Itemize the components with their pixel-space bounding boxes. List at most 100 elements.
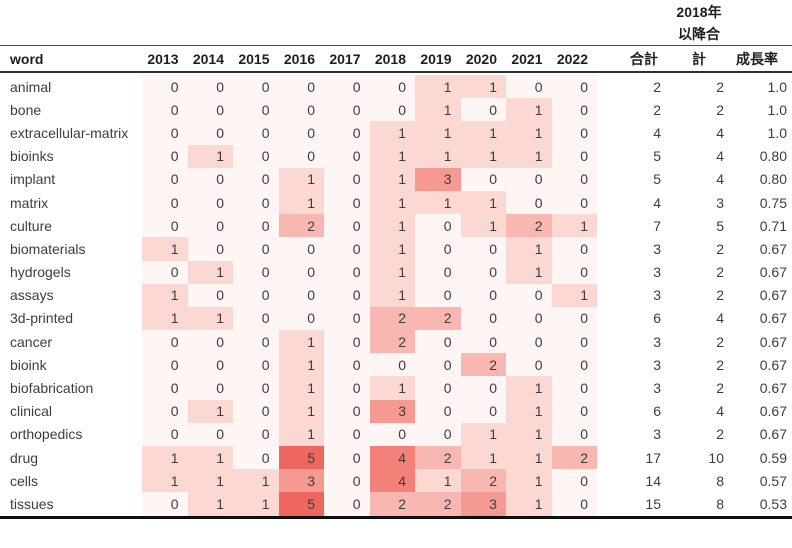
row-growth-rate-value: 0.67 — [759, 310, 787, 327]
row-growth-rate-value: 0.53 — [759, 495, 787, 512]
row-since-2018-total-value: 2 — [716, 101, 724, 118]
row-growth-rate-value: 0.71 — [759, 217, 787, 234]
heatmap-cell: 1 — [460, 121, 506, 145]
row-growth-rate-value: 0.75 — [759, 194, 787, 211]
heatmap-cell: 1 — [460, 422, 506, 446]
heatmap-cell: 1 — [369, 214, 415, 238]
heatmap-cell: 2 — [415, 492, 461, 516]
heatmap-cell: 0 — [187, 75, 233, 99]
heatmap-cell: 1 — [506, 237, 552, 261]
heatmap-cell: 0 — [324, 399, 370, 423]
heatmap-cell: 0 — [460, 330, 506, 354]
row-growth-rate-value: 0.67 — [759, 403, 787, 420]
heatmap-cell: 0 — [324, 376, 370, 400]
heatmap-cell: 1 — [142, 237, 188, 261]
row-since-2018-total-value: 4 — [716, 403, 724, 420]
row-total-value: 7 — [653, 217, 661, 234]
year-header-2013: 2013 — [147, 50, 179, 67]
heatmap-cell: 0 — [233, 283, 279, 307]
heatmap-cell: 1 — [369, 260, 415, 284]
year-header-2021: 2021 — [511, 50, 543, 67]
heatmap-cell: 0 — [233, 399, 279, 423]
year-header-2016: 2016 — [283, 50, 315, 67]
row-total-value: 4 — [653, 194, 661, 211]
heatmap-cell: 3 — [460, 492, 506, 516]
heatmap-cell: 0 — [278, 121, 324, 145]
heatmap-cell: 0 — [324, 98, 370, 122]
heatmap-cell: 0 — [369, 75, 415, 99]
row-word-label: matrix — [10, 194, 49, 211]
heatmap-cell: 0 — [551, 353, 597, 377]
row-word-label: bioink — [10, 356, 47, 373]
row-total-value: 3 — [653, 240, 661, 257]
heatmap-cell: 1 — [506, 469, 552, 493]
row-total-value: 3 — [653, 380, 661, 397]
heatmap-cell: 0 — [278, 306, 324, 331]
row-growth-rate-value: 0.67 — [759, 356, 787, 373]
heatmap-cell: 0 — [233, 422, 279, 446]
heatmap-cell: 0 — [187, 376, 233, 400]
heatmap-cell: 0 — [324, 353, 370, 377]
heatmap-cell: 0 — [233, 167, 279, 191]
row-total-value: 4 — [653, 124, 661, 141]
heatmap-cell: 0 — [506, 167, 552, 191]
row-growth-rate-value: 0.67 — [759, 380, 787, 397]
heatmap-cell: 0 — [551, 121, 597, 145]
table-bottom-rule — [0, 516, 792, 519]
heatmap-cell: 1 — [369, 144, 415, 168]
heatmap-cell: 0 — [324, 214, 370, 238]
heatmap-cell: 0 — [233, 330, 279, 354]
year-header-2018: 2018 — [374, 50, 406, 67]
year-column-headers: 2013 2014 2015 2016 2017 2018 2019 2020 … — [142, 51, 597, 67]
heatmap-cell: 1 — [278, 399, 324, 423]
heatmap-cell: 0 — [142, 260, 188, 284]
heatmap-cell: 1 — [369, 121, 415, 145]
row-word-label: bone — [10, 101, 42, 118]
row-growth-rate-value: 1.0 — [767, 78, 787, 95]
heatmap-cell: 0 — [233, 121, 279, 145]
heatmap-cell: 0 — [506, 75, 552, 99]
row-word-label: animal — [10, 78, 52, 95]
heatmap-cell: 0 — [551, 422, 597, 446]
heatmap-cell: 0 — [460, 98, 506, 122]
year-header-2015: 2015 — [238, 50, 270, 67]
heatmap-cell: 0 — [233, 306, 279, 331]
heatmap-cell: 0 — [278, 283, 324, 307]
heatmap-cell: 2 — [369, 306, 415, 331]
heatmap-cell: 1 — [369, 167, 415, 191]
heatmap-cell: 1 — [142, 446, 188, 470]
heatmap-cell: 0 — [233, 376, 279, 400]
heatmap-cell: 0 — [278, 75, 324, 99]
row-since-2018-total-value: 10 — [708, 449, 724, 466]
row-total-value: 3 — [653, 333, 661, 350]
row-since-2018-total-value: 2 — [716, 78, 724, 95]
heatmap-cell: 0 — [324, 121, 370, 145]
heatmap-cell: 1 — [415, 121, 461, 145]
heatmap-cell: 0 — [187, 422, 233, 446]
word-column-header: word — [10, 50, 44, 67]
heatmap-cell: 0 — [551, 75, 597, 99]
heatmap-cell: 0 — [551, 492, 597, 516]
heatmap-cell: 1 — [506, 492, 552, 516]
since-2018-column-header: 計 — [692, 50, 706, 67]
heatmap-cell: 1 — [369, 376, 415, 400]
heatmap-cell: 0 — [324, 446, 370, 470]
heatmap-cell: 0 — [415, 330, 461, 354]
heatmap-cell: 0 — [415, 353, 461, 377]
row-since-2018-total-value: 2 — [716, 426, 724, 443]
row-word-label: biofabrication — [10, 380, 94, 397]
